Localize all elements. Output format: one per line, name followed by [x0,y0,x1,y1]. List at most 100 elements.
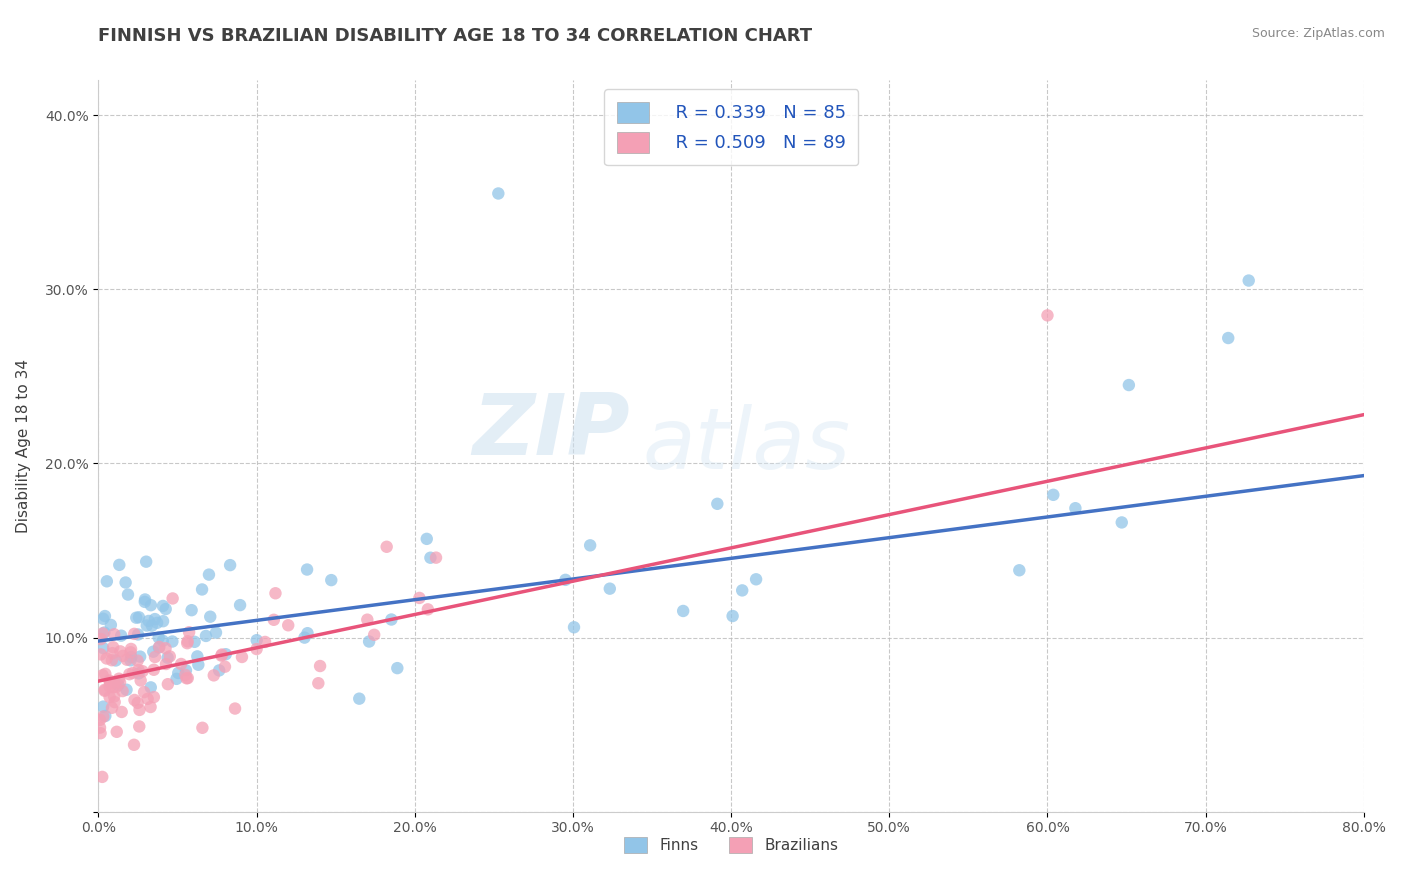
Point [156,650,179,665]
Legend: Finns, Brazilians: Finns, Brazilians [614,829,848,863]
Point [295,562,318,576]
Point [155,657,177,671]
Point [124,693,146,707]
Text: atlas: atlas [643,404,851,488]
Point [380,613,402,627]
Point [118,667,141,681]
Point [307,676,329,690]
Point [129,649,152,664]
Point [706,497,728,511]
Point [91,612,114,626]
Text: ZIP: ZIP [472,390,630,473]
Point [139,700,162,714]
Point [198,567,221,582]
Point [425,550,447,565]
Point [141,618,163,632]
Point [1111,516,1133,530]
Point [170,657,193,671]
Point [111,705,134,719]
Point [148,640,170,654]
Point [110,629,132,643]
Point [117,588,139,602]
Point [138,614,160,628]
Point [125,610,148,624]
Point [90,648,112,662]
Point [375,540,398,554]
Point [183,635,205,649]
Point [599,582,621,596]
Point [135,555,157,569]
Point [111,648,134,663]
Point [98,673,121,688]
Point [128,719,150,733]
Point [1118,378,1140,392]
Point [101,653,124,667]
Point [231,650,253,665]
Point [108,558,131,572]
Point [672,604,695,618]
Point [246,642,269,657]
Point [745,572,768,586]
Point [1218,331,1240,345]
Point [129,673,152,688]
Point [89,721,111,735]
Point [246,633,269,648]
Point [100,618,122,632]
Point [356,613,378,627]
Point [101,701,124,715]
Point [115,682,138,697]
Point [1036,309,1059,323]
Point [194,629,217,643]
Point [167,665,190,680]
Point [120,645,142,659]
Point [416,532,439,546]
Point [152,633,174,648]
Point [152,614,174,628]
Point [103,690,125,704]
Point [94,709,117,723]
Point [155,641,177,656]
Point [229,598,252,612]
Point [91,641,114,656]
Point [263,613,285,627]
Point [215,647,238,661]
Point [115,653,138,667]
Point [254,635,277,649]
Point [205,625,228,640]
Point [139,681,162,695]
Point [96,651,118,665]
Point [579,538,602,552]
Point [107,678,129,692]
Point [209,648,232,663]
Point [94,609,117,624]
Point [127,627,149,641]
Point [120,653,142,667]
Point [143,612,166,626]
Point [162,634,184,648]
Point [142,663,165,677]
Point [208,664,231,678]
Point [135,618,157,632]
Text: Source: ZipAtlas.com: Source: ZipAtlas.com [1251,27,1385,40]
Point [103,676,125,690]
Point [104,653,127,667]
Point [408,591,430,605]
Point [174,664,197,678]
Point [148,631,170,645]
Point [174,668,197,682]
Point [349,691,371,706]
Point [96,574,118,589]
Point [191,582,214,597]
Point [131,665,153,679]
Point [721,609,744,624]
Point [146,615,169,630]
Point [108,672,131,686]
Point [121,665,143,680]
Point [486,186,509,201]
Point [1237,274,1260,288]
Point [148,640,170,655]
Point [159,649,181,664]
Point [166,672,188,686]
Point [321,573,343,587]
Point [264,586,287,600]
